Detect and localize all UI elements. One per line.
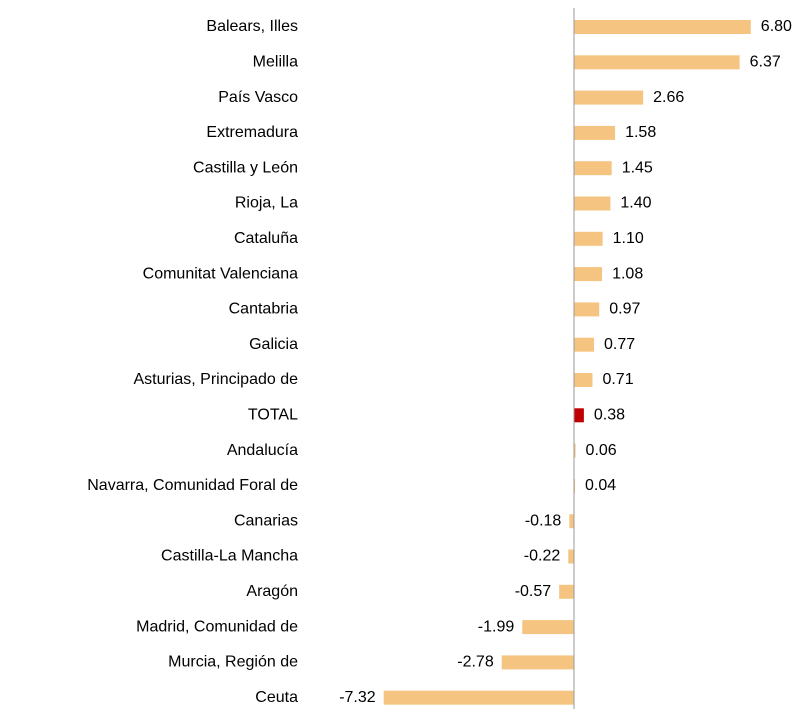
value-label: 1.10 [613,230,644,247]
bar [574,196,611,211]
bar [568,549,574,564]
bar [569,514,574,529]
value-label: -2.78 [457,654,494,671]
value-label: 0.71 [602,371,633,388]
category-label: Aragón [246,583,298,600]
value-label: 0.77 [604,336,635,353]
category-label: Balears, Illes [206,18,298,35]
bar [574,408,584,423]
value-label: -0.22 [524,548,561,565]
value-label: 0.97 [609,301,640,318]
category-label: TOTAL [248,407,298,424]
bar [574,125,616,140]
category-label: Murcia, Región de [168,654,298,671]
value-label: 6.80 [761,18,792,35]
category-label: Cantabria [229,301,298,318]
value-label: -1.99 [478,618,515,635]
bar [574,20,751,34]
value-label: 0.06 [586,442,617,459]
bar [383,690,574,705]
category-label: Comunitat Valenciana [143,265,298,282]
category-label: Cataluña [234,230,298,247]
category-label: Galicia [249,336,298,353]
bar [574,478,576,493]
bar [574,90,644,105]
value-label: 1.40 [620,195,651,212]
value-label: 0.04 [585,477,616,494]
category-label: Rioja, La [235,195,298,212]
category-label: Extremadura [206,124,298,141]
value-label: 1.45 [622,159,653,176]
value-label: 6.37 [750,54,781,71]
category-label: Andalucía [227,442,298,459]
value-label: -0.57 [515,583,552,600]
bar [574,443,576,458]
category-label: Madrid, Comunidad de [136,618,298,635]
category-label: Castilla-La Mancha [161,548,298,565]
bar [574,267,603,282]
value-label: 1.58 [625,124,656,141]
bar [574,373,593,387]
value-label: -0.18 [525,512,562,529]
category-label: Castilla y León [193,159,298,176]
value-label: 0.38 [594,407,625,424]
value-label: 2.66 [653,89,684,106]
bar [501,655,574,670]
category-label: Ceuta [255,689,298,706]
category-label: País Vasco [218,89,298,106]
bar [574,161,612,176]
category-label: Navarra, Comunidad Foral de [87,477,298,494]
bar [574,231,603,246]
category-label: Melilla [253,54,298,71]
bar [559,584,574,599]
bar [574,55,740,70]
category-label: Asturias, Principado de [133,371,298,388]
bar [574,302,600,317]
bar [574,337,595,352]
value-label: -7.32 [339,689,376,706]
value-label: 1.08 [612,265,643,282]
bar [522,620,574,635]
category-label: Canarias [234,512,298,529]
